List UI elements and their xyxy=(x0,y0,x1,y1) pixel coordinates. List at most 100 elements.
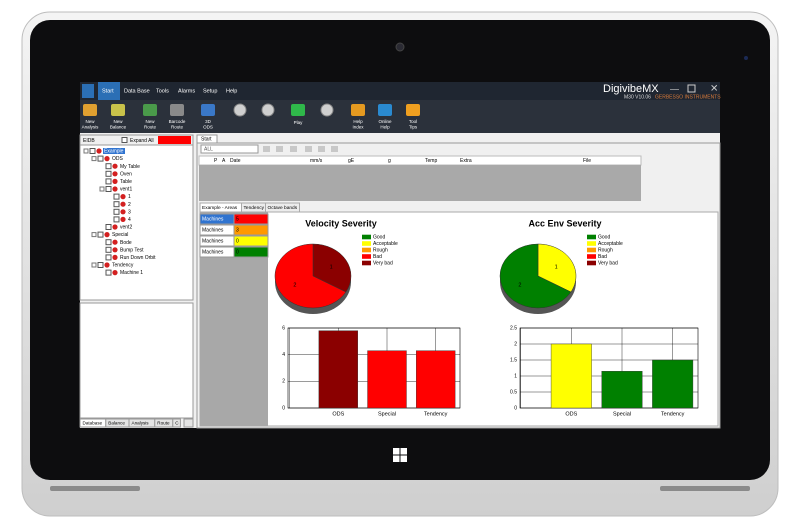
toolbar-icon[interactable] xyxy=(111,104,125,116)
tree-item[interactable]: 2 xyxy=(128,202,131,208)
filter-box[interactable] xyxy=(200,144,259,154)
toolbar-label[interactable]: New Route xyxy=(144,119,157,130)
tree-checkbox[interactable] xyxy=(113,216,120,223)
area-count[interactable]: 0 xyxy=(236,250,239,256)
tree-checkbox[interactable] xyxy=(105,178,112,185)
menu-item[interactable]: Tools xyxy=(156,88,169,94)
tree-item[interactable]: Oven xyxy=(120,171,132,177)
column-header[interactable]: A xyxy=(222,158,226,164)
column-header[interactable]: P xyxy=(214,158,218,164)
column-header[interactable]: Temp xyxy=(425,158,437,164)
expand-checkbox[interactable] xyxy=(121,137,128,143)
tree-item[interactable]: Special xyxy=(112,232,128,238)
restore-button[interactable] xyxy=(687,84,696,93)
area-count-cell[interactable] xyxy=(233,224,269,236)
filter-tool[interactable] xyxy=(305,146,312,152)
tree-checkbox[interactable] xyxy=(105,186,112,192)
area-name[interactable]: Machines xyxy=(202,217,224,223)
tree-checkbox[interactable] xyxy=(89,148,96,154)
tree-checkbox[interactable] xyxy=(105,239,112,246)
area-count-cell[interactable] xyxy=(233,235,269,247)
toolbar-icon[interactable] xyxy=(378,104,392,116)
tree-item[interactable]: Run Down Orbit xyxy=(120,255,156,261)
area-count[interactable]: 0 xyxy=(236,239,239,245)
toolbar-label[interactable]: Help Index xyxy=(352,119,364,130)
view-tab-label[interactable]: Tendency xyxy=(244,205,265,211)
view-tab-label[interactable]: Octave bands xyxy=(268,205,298,211)
menu-item[interactable]: Data Base xyxy=(124,88,150,94)
minimize-button[interactable]: — xyxy=(670,83,679,93)
tree-item[interactable]: vent1 xyxy=(120,187,132,193)
close-button[interactable]: ✕ xyxy=(710,84,718,95)
toolbar-label[interactable]: Tool Tips xyxy=(409,119,418,130)
tree-checkbox[interactable] xyxy=(113,208,120,215)
toolbar-icon[interactable] xyxy=(143,104,157,116)
tree-expander[interactable] xyxy=(91,262,97,268)
tab-scroll[interactable] xyxy=(183,418,194,428)
tree-item[interactable]: Bump Test xyxy=(120,247,144,253)
tree-item[interactable]: ODS xyxy=(112,156,124,162)
menu-item[interactable]: Start xyxy=(102,88,114,94)
toolbar-round-icon[interactable] xyxy=(233,103,247,117)
doc-tab-label[interactable]: Start xyxy=(201,137,212,143)
tree-checkbox[interactable] xyxy=(105,163,112,170)
area-count[interactable]: 5 xyxy=(236,217,239,223)
tree-expander[interactable] xyxy=(91,232,97,238)
tree-checkbox[interactable] xyxy=(105,269,112,276)
tree-item[interactable]: 1 xyxy=(128,194,131,200)
tree-checkbox[interactable] xyxy=(105,246,112,253)
tree-checkbox[interactable] xyxy=(113,201,120,208)
toolbar-label[interactable]: New Analysis xyxy=(82,119,100,130)
tree-checkbox[interactable] xyxy=(97,262,104,268)
column-header[interactable]: gE xyxy=(348,158,355,164)
windows-button[interactable] xyxy=(393,448,407,462)
tree-checkbox[interactable] xyxy=(97,231,104,238)
tree-item[interactable]: Machine 1 xyxy=(120,270,143,276)
view-tab-label[interactable]: Example - Areas xyxy=(202,205,238,211)
toolbar-icon[interactable] xyxy=(170,104,184,116)
column-header[interactable]: mm/s xyxy=(310,158,323,164)
area-count[interactable]: 3 xyxy=(236,228,239,234)
menu-item[interactable]: Help xyxy=(226,88,237,94)
filter-value[interactable]: ALL xyxy=(204,147,213,153)
menu-item[interactable]: Setup xyxy=(203,88,217,94)
toolbar-label[interactable]: Online Help xyxy=(378,119,392,130)
filter-tool[interactable] xyxy=(318,146,325,152)
column-header[interactable]: Date xyxy=(230,158,241,164)
toolbar-label[interactable]: Play xyxy=(294,120,304,125)
expand-label[interactable]: Expand All xyxy=(130,138,154,144)
bottom-tab-label[interactable]: Analysis xyxy=(132,421,150,426)
bottom-tab-label[interactable]: Route xyxy=(157,421,170,426)
tree-item[interactable]: Tendency xyxy=(112,263,134,269)
tree-checkbox[interactable] xyxy=(113,193,120,200)
area-name[interactable]: Machines xyxy=(202,228,224,234)
tree-checkbox[interactable] xyxy=(105,224,112,230)
tree-checkbox[interactable] xyxy=(97,155,104,162)
filter-tool[interactable] xyxy=(290,146,297,152)
column-header[interactable]: Extra xyxy=(460,158,472,164)
bottom-tab-label[interactable]: Database xyxy=(83,421,103,426)
area-name[interactable]: Machines xyxy=(202,239,224,245)
area-count-cell[interactable] xyxy=(233,213,269,225)
bottom-tab-label[interactable]: C xyxy=(175,421,179,426)
toolbar-icon[interactable] xyxy=(291,104,305,116)
tree-item[interactable]: vent2 xyxy=(120,225,132,231)
tree-item[interactable]: My Table xyxy=(120,164,140,170)
tree-item[interactable]: Bode xyxy=(120,240,132,246)
toolbar-icon[interactable] xyxy=(406,104,420,116)
tree-item[interactable]: Table xyxy=(120,179,132,185)
menu-item[interactable]: Alarms xyxy=(178,88,195,94)
column-header[interactable]: g xyxy=(388,158,391,164)
toolbar-label[interactable]: Barcode Route xyxy=(169,119,186,130)
toolbar-icon[interactable] xyxy=(201,104,215,116)
tree-item[interactable]: 4 xyxy=(128,217,131,223)
toolbar-icon[interactable] xyxy=(351,104,365,116)
tree-item[interactable]: 3 xyxy=(128,209,131,215)
tree-expander[interactable] xyxy=(91,156,97,162)
toolbar-round-icon[interactable] xyxy=(320,103,334,117)
tree-checkbox[interactable] xyxy=(105,254,112,261)
bottom-tab[interactable] xyxy=(172,418,181,428)
tree-expander[interactable] xyxy=(83,148,89,154)
toolbar-label[interactable]: 3D ODS xyxy=(203,119,213,130)
area-count-cell[interactable] xyxy=(233,246,269,258)
